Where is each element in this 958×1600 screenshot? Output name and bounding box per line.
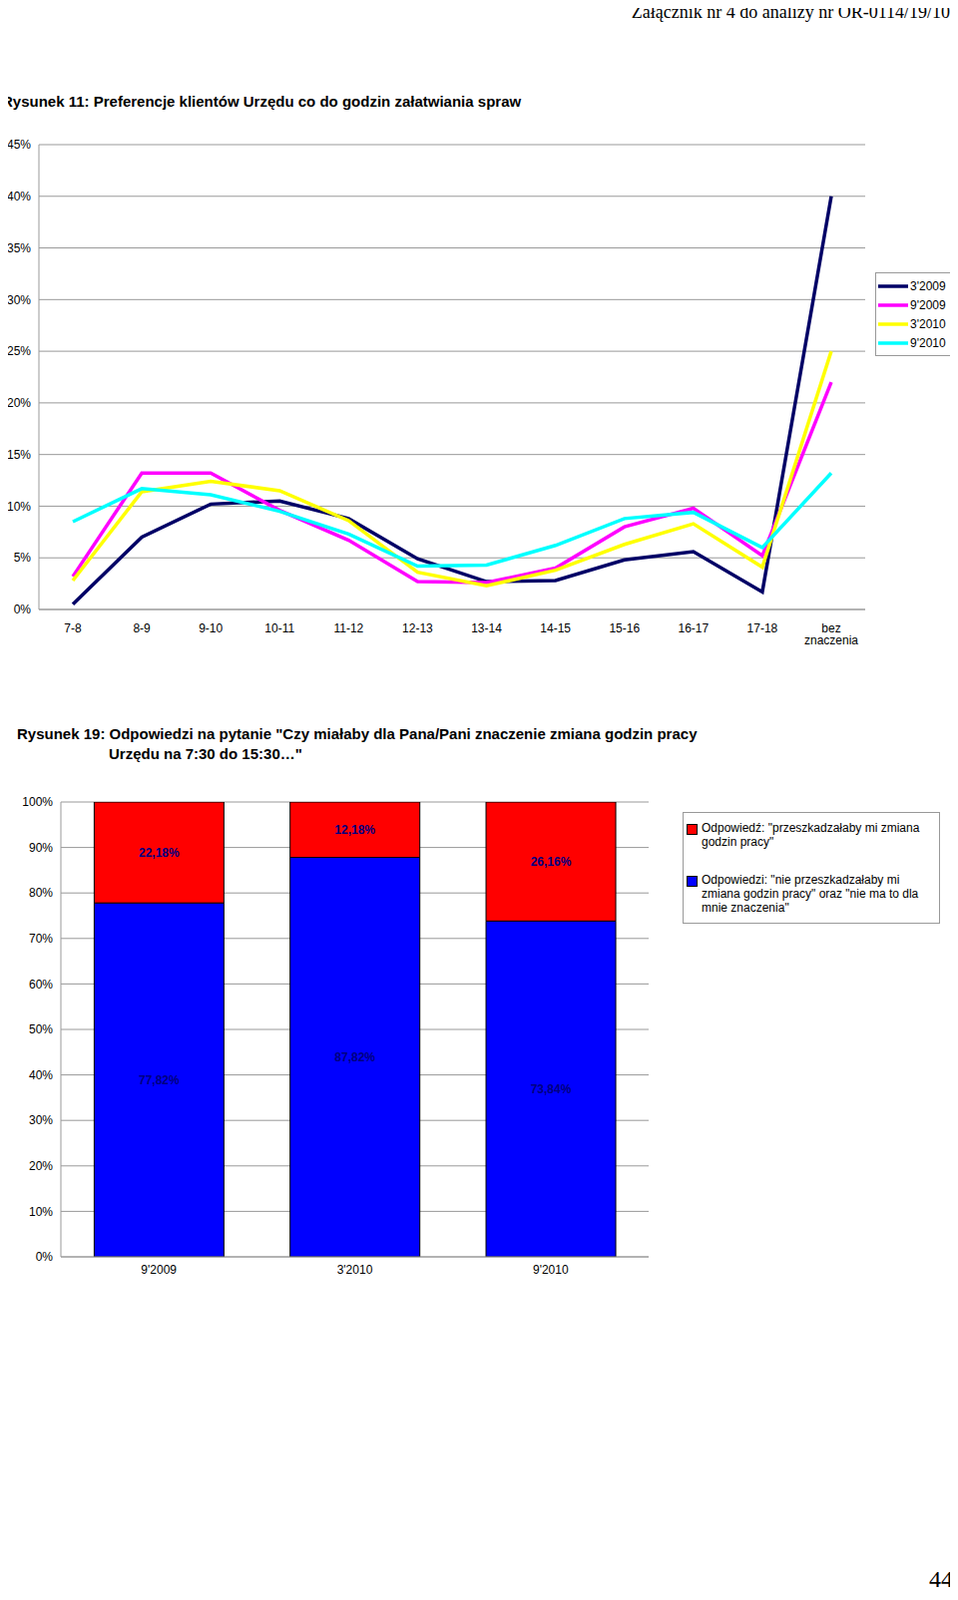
svg-text:20%: 20% <box>28 1159 53 1174</box>
svg-text:12-13: 12-13 <box>402 621 434 636</box>
svg-text:7-8: 7-8 <box>63 621 82 636</box>
svg-text:10%: 10% <box>7 499 31 514</box>
html-text:9'2010: 9'2010 <box>910 335 946 350</box>
html-text:Odpowiedzi: "nie przeszkadzała: Odpowiedzi: "nie przeszkadzałaby mi zmia… <box>701 873 919 916</box>
svg-text:16-17: 16-17 <box>677 621 709 636</box>
svg-text:50%: 50% <box>28 1022 53 1037</box>
svg-text:20%: 20% <box>7 396 31 411</box>
svg-text:0%: 0% <box>13 602 32 617</box>
svg-text:11-12: 11-12 <box>333 621 364 636</box>
svg-text:25%: 25% <box>7 344 31 359</box>
svg-text:9'2010: 9'2010 <box>532 1263 569 1278</box>
svg-text:bezznaczenia: bezznaczenia <box>804 621 859 648</box>
svg-text:9-10: 9-10 <box>198 621 223 636</box>
svg-text:5%: 5% <box>13 550 32 565</box>
svg-text:15%: 15% <box>7 448 31 463</box>
svg-text:10-11: 10-11 <box>264 621 295 636</box>
svg-text:17-18: 17-18 <box>747 621 779 636</box>
svg-text:14-15: 14-15 <box>539 621 571 636</box>
svg-text:10%: 10% <box>28 1205 53 1220</box>
svg-text:22,18%: 22,18% <box>138 846 180 861</box>
svg-text:3'2010: 3'2010 <box>337 1263 374 1278</box>
svg-text:9'2009: 9'2009 <box>140 1263 177 1278</box>
svg-text:60%: 60% <box>28 977 53 992</box>
html-text:Rysunek 19: Odpowiedzi na pyta: Rysunek 19: Odpowiedzi na pytanie "Czy m… <box>16 725 698 763</box>
html-text:3'2010: 3'2010 <box>910 316 946 331</box>
svg-text:45%: 45% <box>7 137 31 152</box>
html-text:3'2009: 3'2009 <box>910 278 946 293</box>
svg-text:40%: 40% <box>28 1068 53 1083</box>
svg-text:73,84%: 73,84% <box>530 1082 572 1097</box>
svg-text:13-14: 13-14 <box>471 621 502 636</box>
svg-text:70%: 70% <box>28 932 53 947</box>
svg-text:35%: 35% <box>7 241 31 256</box>
svg-text:77,82%: 77,82% <box>138 1073 180 1088</box>
svg-text:80%: 80% <box>28 886 53 901</box>
svg-text:8-9: 8-9 <box>132 621 151 636</box>
html-text:Odpowiedź: "przeszkadzałaby mi: Odpowiedź: "przeszkadzałaby mi zmiana go… <box>701 821 920 850</box>
svg-text:100%: 100% <box>21 795 53 810</box>
svg-text:30%: 30% <box>28 1113 53 1128</box>
svg-text:90%: 90% <box>28 841 53 856</box>
html-text:9'2009: 9'2009 <box>910 297 946 312</box>
svg-text:26,16%: 26,16% <box>530 855 572 870</box>
svg-text:12,18%: 12,18% <box>334 823 376 838</box>
svg-text:15-16: 15-16 <box>608 621 640 636</box>
svg-text:87,82%: 87,82% <box>334 1050 376 1065</box>
svg-text:30%: 30% <box>7 293 31 308</box>
html-text:Rysunek 11: Preferencje klient: Rysunek 11: Preferencje klientów Urzędu … <box>1 92 522 110</box>
html-text:44: 44 <box>929 1566 954 1593</box>
html-text:Załącznik nr 4 do analizy nr O: Załącznik nr 4 do analizy nr OR-0114/19/… <box>631 1 951 22</box>
svg-text:40%: 40% <box>7 189 31 204</box>
svg-text:0%: 0% <box>35 1250 54 1265</box>
